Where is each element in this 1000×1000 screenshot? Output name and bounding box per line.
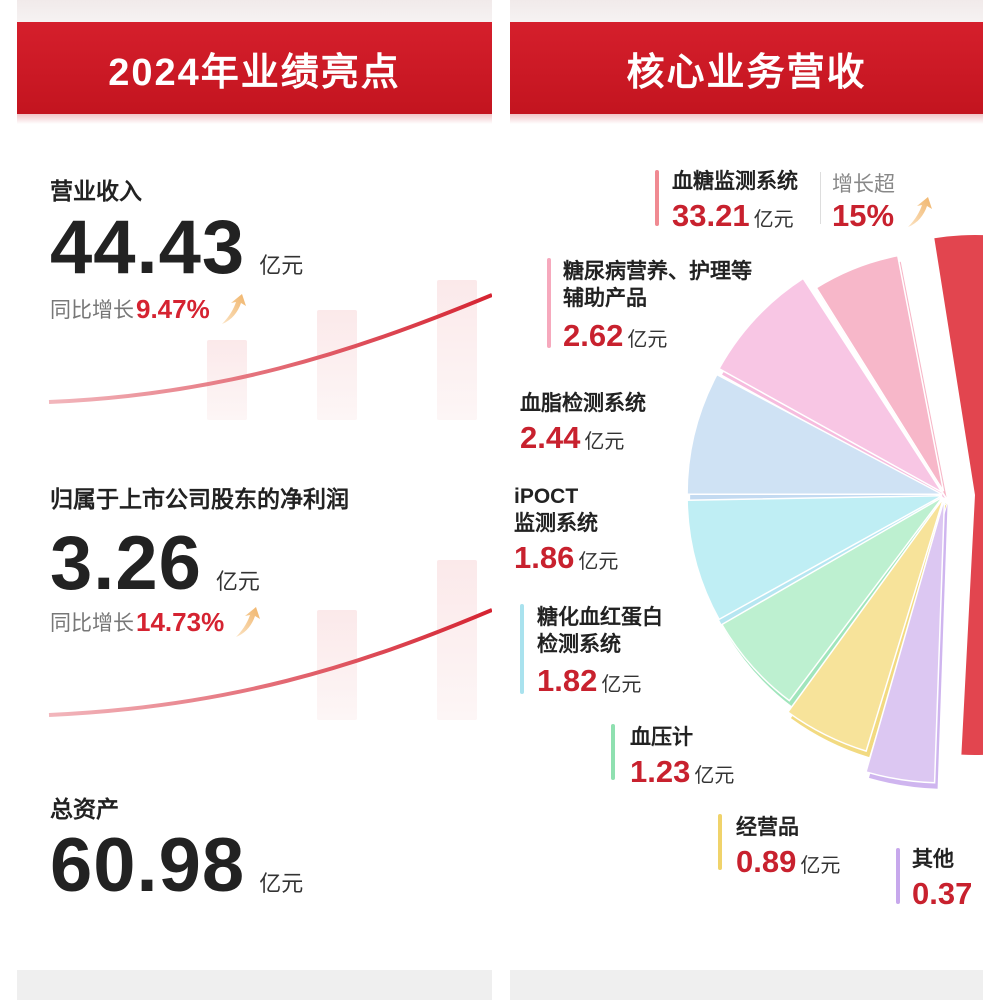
growth-note-label: 增长超: [832, 173, 895, 196]
net-profit-growth-label: 同比增长: [50, 612, 134, 635]
segment-unit: 亿元: [627, 329, 668, 351]
segment-value-glucose: 33.21: [672, 198, 750, 233]
segment-value-ipoct: 1.86: [514, 540, 575, 575]
segment-value-nutrition: 2.62: [563, 318, 624, 353]
highlights-panel: 2024年业绩亮点 营业收入 44.43 亿元 同比增长 9.47% 归属于上市…: [17, 0, 492, 1000]
revenue-label: 营业收入: [50, 178, 142, 204]
pie-slice: [718, 277, 943, 493]
total-assets-unit: 亿元: [259, 871, 304, 896]
top-strip: [510, 0, 983, 22]
net-profit-growth-value: 14.73%: [136, 606, 225, 637]
net-profit-growth-row: 同比增长 14.73%: [50, 605, 264, 639]
segment-marker: [547, 258, 551, 348]
revenue-growth-label: 同比增长: [50, 299, 134, 322]
segment-value-row: 1.23 亿元: [630, 756, 734, 788]
segment-label-line: 糖化血红蛋白: [537, 606, 663, 629]
pie-slice: [815, 254, 945, 492]
segment-label-line: 检测系统: [537, 633, 621, 657]
segment-label-nutrition: 糖尿病营养、护理等 辅助产品: [563, 258, 752, 313]
segment-label-line: 辅助产品: [563, 287, 647, 311]
segment-label-ipoct: iPOCT 监测系统: [514, 483, 598, 538]
segment-value-row: 2.44 亿元: [520, 422, 624, 454]
total-assets-value: 60.98: [50, 823, 246, 908]
segment-label-distribution: 经营品: [736, 816, 799, 839]
segment-label-glucose: 血糖监测系统: [672, 170, 798, 193]
segment-marker: [718, 814, 722, 870]
total-assets-label: 总资产: [50, 796, 119, 822]
segment-value-row: 0.37: [912, 878, 972, 909]
segment-label-hba1c: 糖化血红蛋白 检测系统: [537, 604, 663, 659]
highlights-title: 2024年业绩亮点: [108, 51, 401, 94]
segment-unit: 亿元: [753, 209, 794, 231]
highlights-banner: 2024年业绩亮点: [17, 22, 492, 124]
total-assets-value-row: 60.98 亿元: [50, 828, 303, 904]
segment-marker: [655, 170, 659, 226]
segment-value-row: 2.62 亿元: [563, 320, 667, 352]
up-arrow-icon: [236, 607, 261, 637]
segment-value-row: 0.89 亿元: [736, 846, 840, 878]
pie-slice: [786, 497, 945, 753]
pie-slice-glucose: [934, 235, 983, 756]
segment-unit: 亿元: [578, 551, 619, 573]
decorative-bar: [437, 560, 477, 720]
segment-label-line: 糖尿病营养、护理等: [563, 260, 752, 283]
pie-slice: [686, 373, 943, 496]
separator: [820, 172, 821, 224]
revenue-growth-value: 9.47%: [136, 293, 210, 324]
core-business-banner: 核心业务营收: [510, 22, 983, 124]
segment-label-other: 其他: [912, 848, 954, 871]
segment-unit: 亿元: [694, 765, 735, 787]
revenue-trend-curve: [48, 293, 492, 404]
core-business-title: 核心业务营收: [626, 51, 867, 94]
segment-unit: 亿元: [800, 855, 841, 877]
net-profit-unit: 亿元: [215, 569, 260, 594]
bottom-strip: [510, 970, 983, 1000]
revenue-value-row: 44.43 亿元: [50, 210, 303, 286]
top-strip: [17, 0, 492, 22]
revenue-unit: 亿元: [259, 253, 304, 278]
segment-value-other: 0.37: [912, 876, 973, 911]
decorative-bar: [317, 310, 357, 420]
segment-marker: [520, 604, 524, 694]
bottom-strip: [17, 970, 492, 1000]
segment-label-bp: 血压计: [630, 726, 693, 749]
pie-slice: [720, 496, 944, 702]
segment-marker: [896, 848, 900, 904]
segment-value-bp: 1.23: [630, 754, 691, 789]
segment-unit: 亿元: [584, 431, 625, 453]
revenue-value: 44.43: [50, 205, 246, 290]
segment-value-distribution: 0.89: [736, 844, 797, 879]
revenue-growth-row: 同比增长 9.47%: [50, 292, 250, 326]
net-profit-trend-curve: [48, 608, 492, 717]
segment-value-row: 1.86 亿元: [514, 542, 618, 574]
up-arrow-icon: [221, 294, 246, 324]
core-business-panel: 核心业务营收 血糖监测系统 33.21 亿元 增长超 15% 糖尿病营养、护理等…: [510, 0, 983, 1000]
growth-note-value: 15%: [832, 198, 895, 233]
segment-marker: [611, 724, 615, 780]
net-profit-value: 3.26: [50, 521, 202, 606]
up-arrow-icon: [908, 197, 932, 227]
pie-slice: [865, 497, 946, 784]
segment-value-row: 1.82 亿元: [537, 665, 641, 697]
segment-value-hba1c: 1.82: [537, 663, 598, 698]
net-profit-value-row: 3.26 亿元: [50, 526, 260, 602]
segment-label-lipid: 血脂检测系统: [520, 392, 646, 415]
segment-unit: 亿元: [601, 674, 642, 696]
segment-value-lipid: 2.44: [520, 420, 581, 455]
pie-slice: [686, 495, 943, 621]
segment-label-line: iPOCT: [514, 485, 579, 508]
segment-value-row: 33.21 亿元: [672, 200, 794, 232]
net-profit-label: 归属于上市公司股东的净利润: [50, 486, 349, 512]
revenue-pie-chart: [686, 235, 983, 789]
segment-label-line: 监测系统: [514, 512, 598, 536]
